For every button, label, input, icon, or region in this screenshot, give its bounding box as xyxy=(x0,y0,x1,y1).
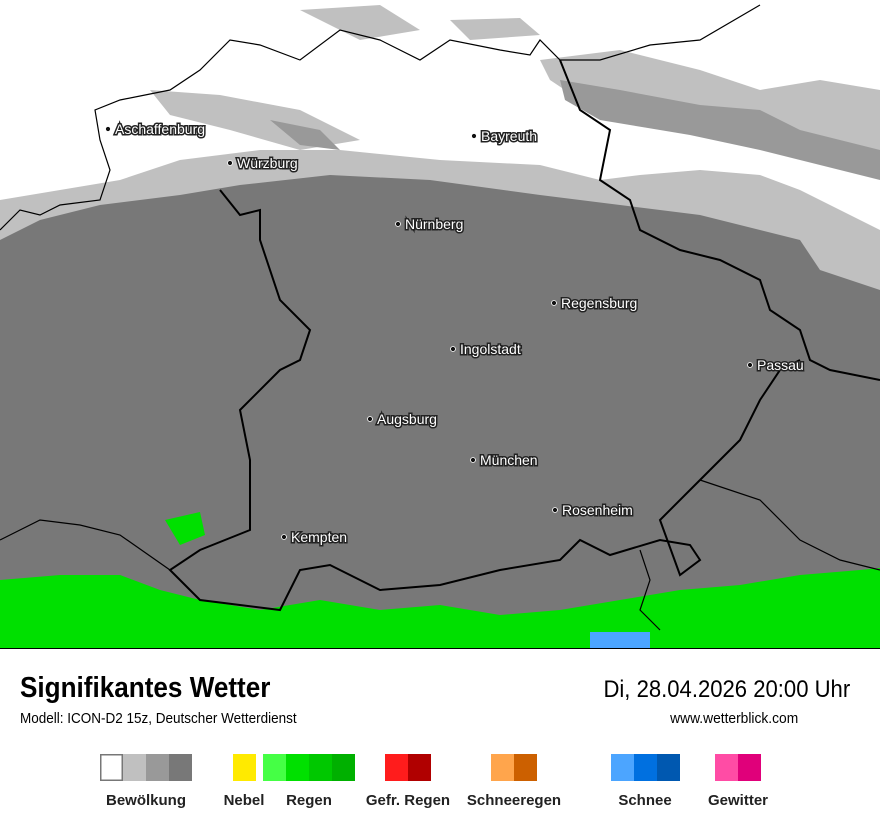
city-dot xyxy=(227,160,233,166)
legend: Bewölkung Nebel Regen Gefr. Regen Schneerege… xyxy=(0,754,880,814)
legend-item: Regen xyxy=(249,754,369,809)
cloud-clear-area xyxy=(0,0,880,230)
legend-swatch xyxy=(656,754,680,781)
legend-swatch xyxy=(146,754,169,781)
legend-item: Gefr. Regen xyxy=(348,754,468,809)
city-label: Augsburg xyxy=(377,411,437,427)
city-dot xyxy=(552,507,558,513)
legend-label: Gewitter xyxy=(707,792,768,809)
city-label: Kempten xyxy=(291,529,347,545)
city-label: Würzburg xyxy=(237,155,298,171)
legend-swatches xyxy=(86,754,206,781)
legend-label: Nebel xyxy=(223,792,265,809)
legend-label: Regen xyxy=(286,792,332,809)
legend-swatch xyxy=(263,754,286,781)
legend-swatch xyxy=(633,754,657,781)
weather-map: Aschaffenburg Bayreuth Würzburg Nürnberg Reg… xyxy=(0,0,880,649)
cloud-light-patches xyxy=(150,5,880,160)
city-label: Rosenheim xyxy=(562,502,633,518)
legend-swatches xyxy=(585,754,705,781)
legend-swatch xyxy=(123,754,146,781)
city-dot xyxy=(395,221,401,227)
city-dot xyxy=(367,416,373,422)
legend-swatch xyxy=(514,754,537,781)
city-dot xyxy=(470,457,476,463)
map-title: Signifikantes Wetter xyxy=(20,672,271,704)
legend-swatch xyxy=(408,754,431,781)
rain-area xyxy=(0,568,880,648)
forecast-datetime: Di, 28.04.2026 20:00 Uhr xyxy=(603,676,850,703)
legend-label: Bewölkung xyxy=(105,792,186,809)
legend-label: Schnee xyxy=(618,792,672,809)
city-dot xyxy=(450,346,456,352)
legend-swatch xyxy=(169,754,192,781)
legend-swatch xyxy=(100,754,123,781)
legend-swatch xyxy=(232,754,256,781)
legend-swatch xyxy=(385,754,408,781)
city-label: München xyxy=(480,452,538,468)
legend-item: Schneeregen xyxy=(454,754,574,809)
legend-swatches xyxy=(454,754,574,781)
legend-swatches xyxy=(678,754,798,781)
legend-swatch xyxy=(332,754,355,781)
city-label: Ingolstadt xyxy=(460,341,521,357)
legend-swatches xyxy=(348,754,468,781)
legend-label: Gefr. Regen xyxy=(365,792,451,809)
legend-item: Schnee xyxy=(585,754,705,809)
legend-swatches xyxy=(184,754,304,781)
legend-swatch xyxy=(738,754,761,781)
website-link[interactable]: www.wetterblick.com xyxy=(669,710,798,727)
legend-item: Gewitter xyxy=(678,754,798,809)
city-dot xyxy=(471,133,477,139)
legend-swatch xyxy=(309,754,332,781)
city-label: Regensburg xyxy=(561,295,637,311)
model-source: Modell: ICON-D2 15z, Deutscher Wetterdie… xyxy=(20,710,297,727)
city-label: Nürnberg xyxy=(405,216,463,232)
rain-patch xyxy=(165,512,205,545)
legend-swatch xyxy=(715,754,738,781)
legend-swatch xyxy=(286,754,309,781)
city-label: Aschaffenburg xyxy=(115,121,205,137)
legend-label: Schneeregen xyxy=(466,792,562,809)
legend-swatch xyxy=(610,754,634,781)
legend-item: Bewölkung xyxy=(86,754,206,809)
legend-swatches xyxy=(249,754,369,781)
borders xyxy=(0,4,880,631)
city-label: Passau xyxy=(757,357,804,373)
snow-patch xyxy=(590,632,650,648)
city-dot xyxy=(551,300,557,306)
legend-item: Nebel xyxy=(184,754,304,809)
city-dot xyxy=(105,126,111,132)
city-dot xyxy=(281,534,287,540)
city-dot xyxy=(747,362,753,368)
city-label: Bayreuth xyxy=(481,128,537,144)
legend-swatch xyxy=(491,754,514,781)
